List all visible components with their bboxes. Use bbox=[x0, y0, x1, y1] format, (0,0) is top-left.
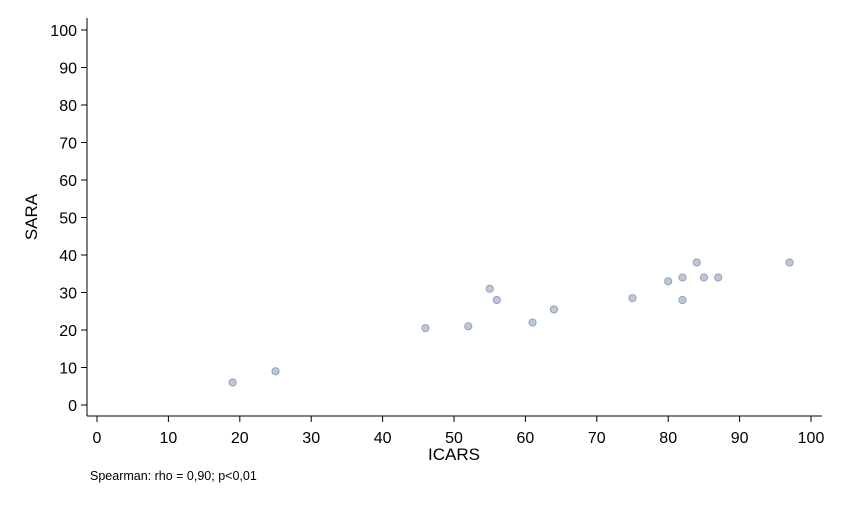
y-tick-label: 60 bbox=[59, 173, 77, 190]
y-tick-label: 70 bbox=[59, 136, 77, 153]
y-tick-label: 20 bbox=[59, 323, 77, 340]
x-tick-label: 50 bbox=[445, 430, 463, 447]
data-point bbox=[692, 258, 701, 267]
y-tick-label: 10 bbox=[59, 361, 77, 378]
y-tick-label: 40 bbox=[59, 248, 77, 265]
data-point bbox=[628, 294, 637, 303]
spearman-annotation: Spearman: rho = 0,90; p<0,01 bbox=[90, 469, 257, 483]
data-point bbox=[678, 295, 687, 305]
data-point bbox=[664, 277, 673, 286]
data-point bbox=[714, 273, 723, 282]
y-axis-title: SARA bbox=[22, 193, 41, 240]
y-tick-label: 30 bbox=[59, 286, 77, 303]
data-point bbox=[528, 318, 537, 327]
x-tick-label: 40 bbox=[374, 430, 392, 447]
x-tick-label: 100 bbox=[798, 430, 825, 447]
x-tick-label: 10 bbox=[160, 430, 178, 447]
y-tick-label: 90 bbox=[59, 61, 77, 78]
x-tick-label: 80 bbox=[659, 430, 677, 447]
data-point bbox=[785, 258, 794, 267]
data-point bbox=[699, 273, 708, 282]
x-tick-label: 60 bbox=[517, 430, 535, 447]
x-tick-label: 0 bbox=[93, 430, 102, 447]
x-tick-label: 70 bbox=[588, 430, 606, 447]
data-point bbox=[421, 324, 430, 333]
data-point bbox=[485, 284, 494, 293]
y-tick-label: 0 bbox=[68, 398, 77, 415]
data-point bbox=[492, 295, 501, 305]
x-axis-title: ICARS bbox=[428, 445, 480, 464]
y-axis-ticks: 0 10 20 30 40 50 60 70 80 90 100 bbox=[50, 23, 87, 415]
y-tick-label: 50 bbox=[59, 211, 77, 228]
data-points bbox=[228, 258, 794, 387]
data-point bbox=[549, 305, 559, 314]
y-tick-label: 100 bbox=[50, 23, 77, 40]
x-tick-label: 90 bbox=[731, 430, 749, 447]
y-tick-label: 80 bbox=[59, 98, 77, 115]
data-point bbox=[271, 367, 280, 376]
x-axis-ticks: 0 10 20 30 40 50 60 70 80 90 100 bbox=[93, 416, 825, 447]
data-point bbox=[464, 322, 473, 331]
x-tick-label: 20 bbox=[231, 430, 249, 447]
data-point bbox=[678, 273, 687, 282]
x-tick-label: 30 bbox=[302, 430, 320, 447]
data-point bbox=[228, 378, 237, 387]
